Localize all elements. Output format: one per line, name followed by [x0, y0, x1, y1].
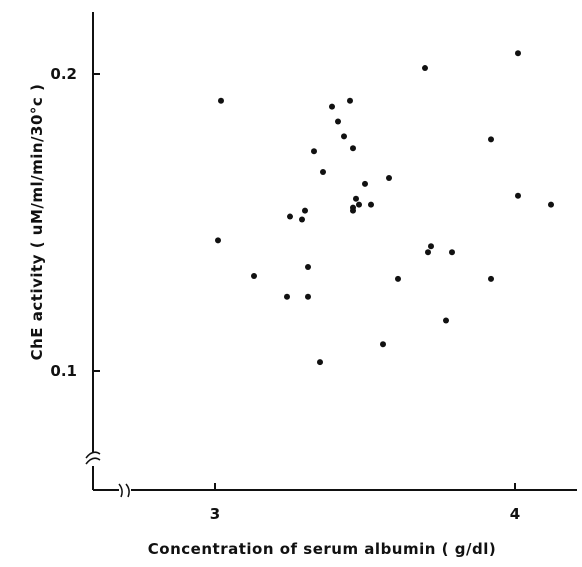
data-point-30 [449, 249, 455, 256]
data-point-18 [350, 207, 356, 214]
data-point-21 [362, 180, 368, 187]
y-tick-label-0: 0.1 [50, 362, 77, 380]
data-point-15 [347, 97, 353, 104]
data-point-28 [428, 243, 434, 250]
data-point-24 [386, 174, 392, 181]
y-axis [85, 12, 101, 490]
x-axis-title: Concentration of serum albumin ( g/dl) [148, 540, 496, 558]
data-point-27 [425, 249, 431, 256]
x-tick-label-0: 3 [210, 505, 220, 523]
data-point-0 [218, 97, 224, 104]
data-point-9 [311, 148, 317, 155]
data-point-35 [548, 201, 554, 208]
x-axis-break-mark [118, 483, 130, 498]
data-points [215, 50, 554, 366]
y-tick-label-1: 0.2 [50, 65, 77, 83]
data-point-5 [299, 216, 305, 223]
data-point-13 [335, 118, 341, 125]
data-point-6 [302, 207, 308, 214]
x-axis [93, 483, 577, 498]
data-point-1 [215, 237, 221, 244]
data-point-2 [251, 272, 257, 279]
data-point-19 [353, 195, 359, 202]
data-point-8 [305, 293, 311, 300]
data-point-11 [320, 169, 326, 176]
data-point-34 [515, 192, 521, 199]
data-point-3 [284, 293, 290, 300]
y-axis-break-mark [85, 451, 101, 465]
data-point-33 [515, 50, 521, 57]
y-axis-title: ChE activity ( uM/ml/min/30°c ) [28, 84, 46, 361]
data-point-32 [488, 136, 494, 143]
data-point-7 [305, 264, 311, 271]
axis-tick-labels: 3 4 0.1 0.2 [50, 65, 520, 523]
data-point-16 [350, 145, 356, 152]
data-point-22 [368, 201, 374, 208]
data-point-20 [356, 201, 362, 208]
data-point-31 [488, 275, 494, 282]
data-point-26 [422, 65, 428, 72]
data-point-4 [287, 213, 293, 220]
axis-ticks [93, 73, 516, 490]
data-point-14 [341, 133, 347, 140]
data-point-10 [317, 359, 323, 366]
x-tick-label-1: 4 [510, 505, 520, 523]
data-point-23 [380, 341, 386, 348]
data-point-25 [395, 275, 401, 282]
data-point-12 [329, 103, 335, 110]
data-point-29 [443, 317, 449, 324]
